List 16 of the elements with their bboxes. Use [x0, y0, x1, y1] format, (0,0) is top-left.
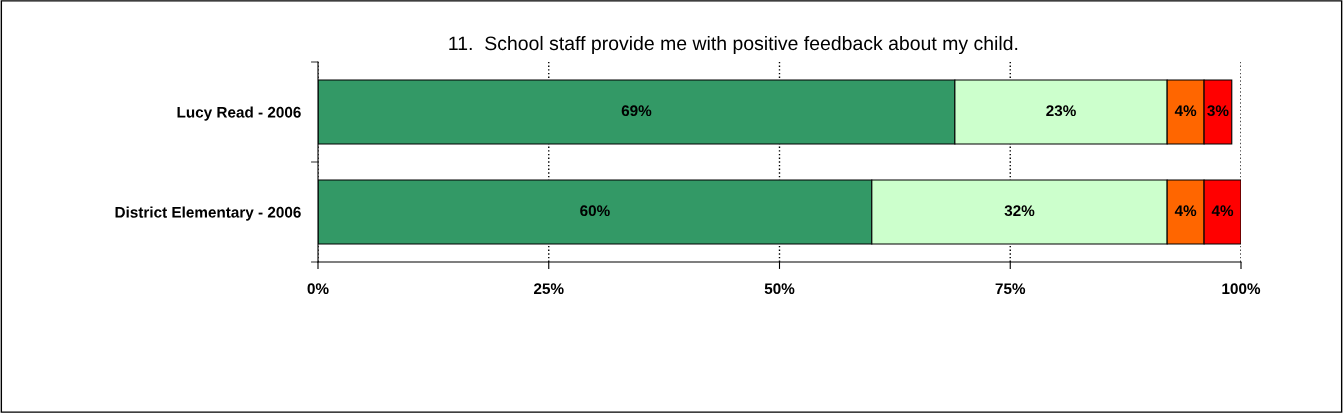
data-label: 4% — [1211, 205, 1234, 217]
chart-title: 11. School staff provide me with positive feedback about my child. — [449, 35, 1018, 55]
data-label: 4% — [1174, 105, 1197, 117]
x-tick-label: 75% — [995, 283, 1026, 295]
data-label: 23% — [1046, 105, 1076, 117]
x-tick-label: 100% — [1222, 283, 1261, 295]
x-tick-label: 50% — [764, 283, 795, 295]
data-label: 4% — [1174, 205, 1197, 217]
x-tick-label: 25% — [533, 283, 564, 295]
data-label: 3% — [1207, 105, 1229, 117]
data-label: 32% — [1004, 205, 1035, 217]
x-tick-label: 0% — [307, 283, 329, 295]
data-label: 60% — [580, 205, 610, 217]
data-label: 69% — [621, 105, 652, 117]
y-tick-label: Lucy Read - 2006 — [177, 106, 301, 121]
y-tick-label: District Elementary - 2006 — [115, 206, 301, 221]
